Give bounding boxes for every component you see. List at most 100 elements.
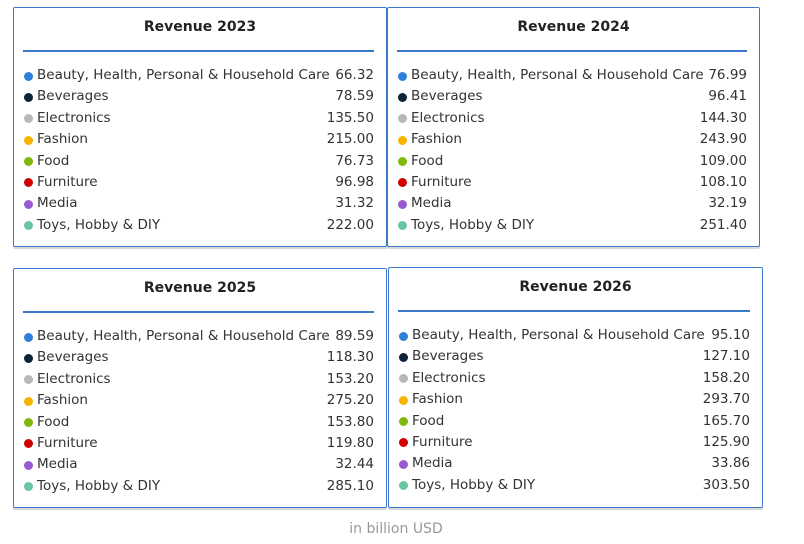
category-label: Toys, Hobby & DIY xyxy=(37,477,161,494)
legend-item: Food 109.00 xyxy=(398,151,747,172)
category-color-dot xyxy=(399,395,408,405)
category-color-dot xyxy=(398,221,407,231)
legend-item: Media 32.44 xyxy=(24,454,374,475)
legend-item: Fashion 215.00 xyxy=(24,129,374,150)
category-label: Beauty, Health, Personal & Household Car… xyxy=(412,327,705,343)
legend-item: Furniture 119.80 xyxy=(24,433,374,454)
category-color-dot xyxy=(398,157,407,167)
category-label: Fashion xyxy=(37,131,88,148)
category-color-dot xyxy=(24,114,33,124)
panel-title: Revenue 2024 xyxy=(517,19,630,35)
category-label: Electronics xyxy=(37,109,111,126)
category-label: Media xyxy=(411,195,452,212)
legend-item: Toys, Hobby & DIY 251.40 xyxy=(398,215,747,236)
category-value: 109.00 xyxy=(699,152,747,169)
category-label: Food xyxy=(37,152,70,169)
revenue-panel-2024: Revenue 2024 Beauty, Health, Personal & … xyxy=(387,7,760,247)
category-value: 33.86 xyxy=(711,455,750,472)
category-value: 222.00 xyxy=(326,216,374,233)
category-color-dot xyxy=(24,353,33,363)
legend-item: Electronics 158.20 xyxy=(399,368,750,389)
category-value: 165.70 xyxy=(702,412,750,429)
category-legend: Beauty, Health, Personal & Household Car… xyxy=(399,325,750,496)
category-label: Electronics xyxy=(37,370,111,387)
panel-divider xyxy=(23,311,374,313)
legend-item: Beauty, Health, Personal & Household Car… xyxy=(398,65,747,86)
category-label: Media xyxy=(37,456,78,473)
category-value: 78.59 xyxy=(335,88,374,105)
category-value: 95.10 xyxy=(711,327,750,343)
category-color-dot xyxy=(399,331,408,341)
category-color-dot xyxy=(398,92,407,102)
panel-divider xyxy=(397,50,747,52)
category-legend: Beauty, Health, Personal & Household Car… xyxy=(398,65,747,236)
category-color-dot xyxy=(24,375,33,385)
category-color-dot xyxy=(24,332,33,342)
category-label: Furniture xyxy=(37,434,98,451)
category-legend: Beauty, Health, Personal & Household Car… xyxy=(24,326,374,497)
category-value: 96.98 xyxy=(335,173,374,190)
category-color-dot xyxy=(24,482,33,492)
legend-item: Food 153.80 xyxy=(24,412,374,433)
legend-item: Furniture 125.90 xyxy=(399,432,750,453)
category-label: Media xyxy=(412,455,453,472)
panel-divider xyxy=(23,50,374,52)
category-value: 153.20 xyxy=(326,370,374,387)
category-color-dot xyxy=(399,417,408,427)
category-value: 215.00 xyxy=(326,131,374,148)
category-label: Beverages xyxy=(412,348,484,365)
category-color-dot xyxy=(398,71,407,81)
legend-item: Food 76.73 xyxy=(24,151,374,172)
panel-title: Revenue 2023 xyxy=(143,19,257,35)
category-color-dot xyxy=(24,178,33,188)
category-value: 135.50 xyxy=(326,109,374,126)
panel-title: Revenue 2026 xyxy=(519,279,632,295)
category-color-dot xyxy=(24,221,33,231)
category-value: 32.19 xyxy=(708,195,747,212)
legend-item: Media 32.19 xyxy=(398,193,747,214)
revenue-panel-2025: Revenue 2025 Beauty, Health, Personal & … xyxy=(13,268,387,508)
legend-item: Beverages 127.10 xyxy=(399,346,750,367)
category-label: Fashion xyxy=(37,392,88,409)
category-color-dot xyxy=(399,374,408,384)
category-label: Fashion xyxy=(412,391,463,408)
category-color-dot xyxy=(398,178,407,188)
category-value: 153.80 xyxy=(326,413,374,430)
category-value: 108.10 xyxy=(699,173,747,190)
category-label: Electronics xyxy=(411,109,485,126)
legend-item: Beverages 96.41 xyxy=(398,86,747,107)
legend-item: Electronics 153.20 xyxy=(24,369,374,390)
legend-item: Food 165.70 xyxy=(399,411,750,432)
category-value: 243.90 xyxy=(699,131,747,148)
category-color-dot xyxy=(398,114,407,124)
category-color-dot xyxy=(399,352,408,362)
category-label: Beverages xyxy=(37,88,109,105)
legend-item: Beauty, Health, Personal & Household Car… xyxy=(24,326,374,347)
category-label: Toys, Hobby & DIY xyxy=(411,216,535,233)
category-label: Beauty, Health, Personal & Household Car… xyxy=(411,67,704,83)
category-value: 96.41 xyxy=(708,88,747,105)
legend-item: Fashion 243.90 xyxy=(398,129,747,150)
revenue-panel-2023: Revenue 2023 Beauty, Health, Personal & … xyxy=(13,7,387,247)
category-value: 158.20 xyxy=(702,369,750,386)
legend-item: Toys, Hobby & DIY 222.00 xyxy=(24,215,374,236)
category-color-dot xyxy=(24,439,33,449)
category-value: 66.32 xyxy=(335,67,374,83)
category-label: Toys, Hobby & DIY xyxy=(37,216,161,233)
category-value: 144.30 xyxy=(699,109,747,126)
legend-item: Electronics 135.50 xyxy=(24,108,374,129)
category-color-dot xyxy=(398,135,407,145)
category-color-dot xyxy=(24,460,33,470)
category-value: 251.40 xyxy=(699,216,747,233)
legend-item: Media 31.32 xyxy=(24,193,374,214)
category-label: Beauty, Health, Personal & Household Car… xyxy=(37,328,330,344)
category-value: 293.70 xyxy=(702,391,750,408)
legend-item: Media 33.86 xyxy=(399,453,750,474)
unit-caption: in billion USD xyxy=(349,521,443,537)
category-color-dot xyxy=(399,438,408,448)
category-color-dot xyxy=(24,418,33,428)
category-color-dot xyxy=(399,459,408,469)
category-value: 118.30 xyxy=(326,349,374,366)
category-color-dot xyxy=(398,199,407,209)
category-value: 127.10 xyxy=(702,348,750,365)
